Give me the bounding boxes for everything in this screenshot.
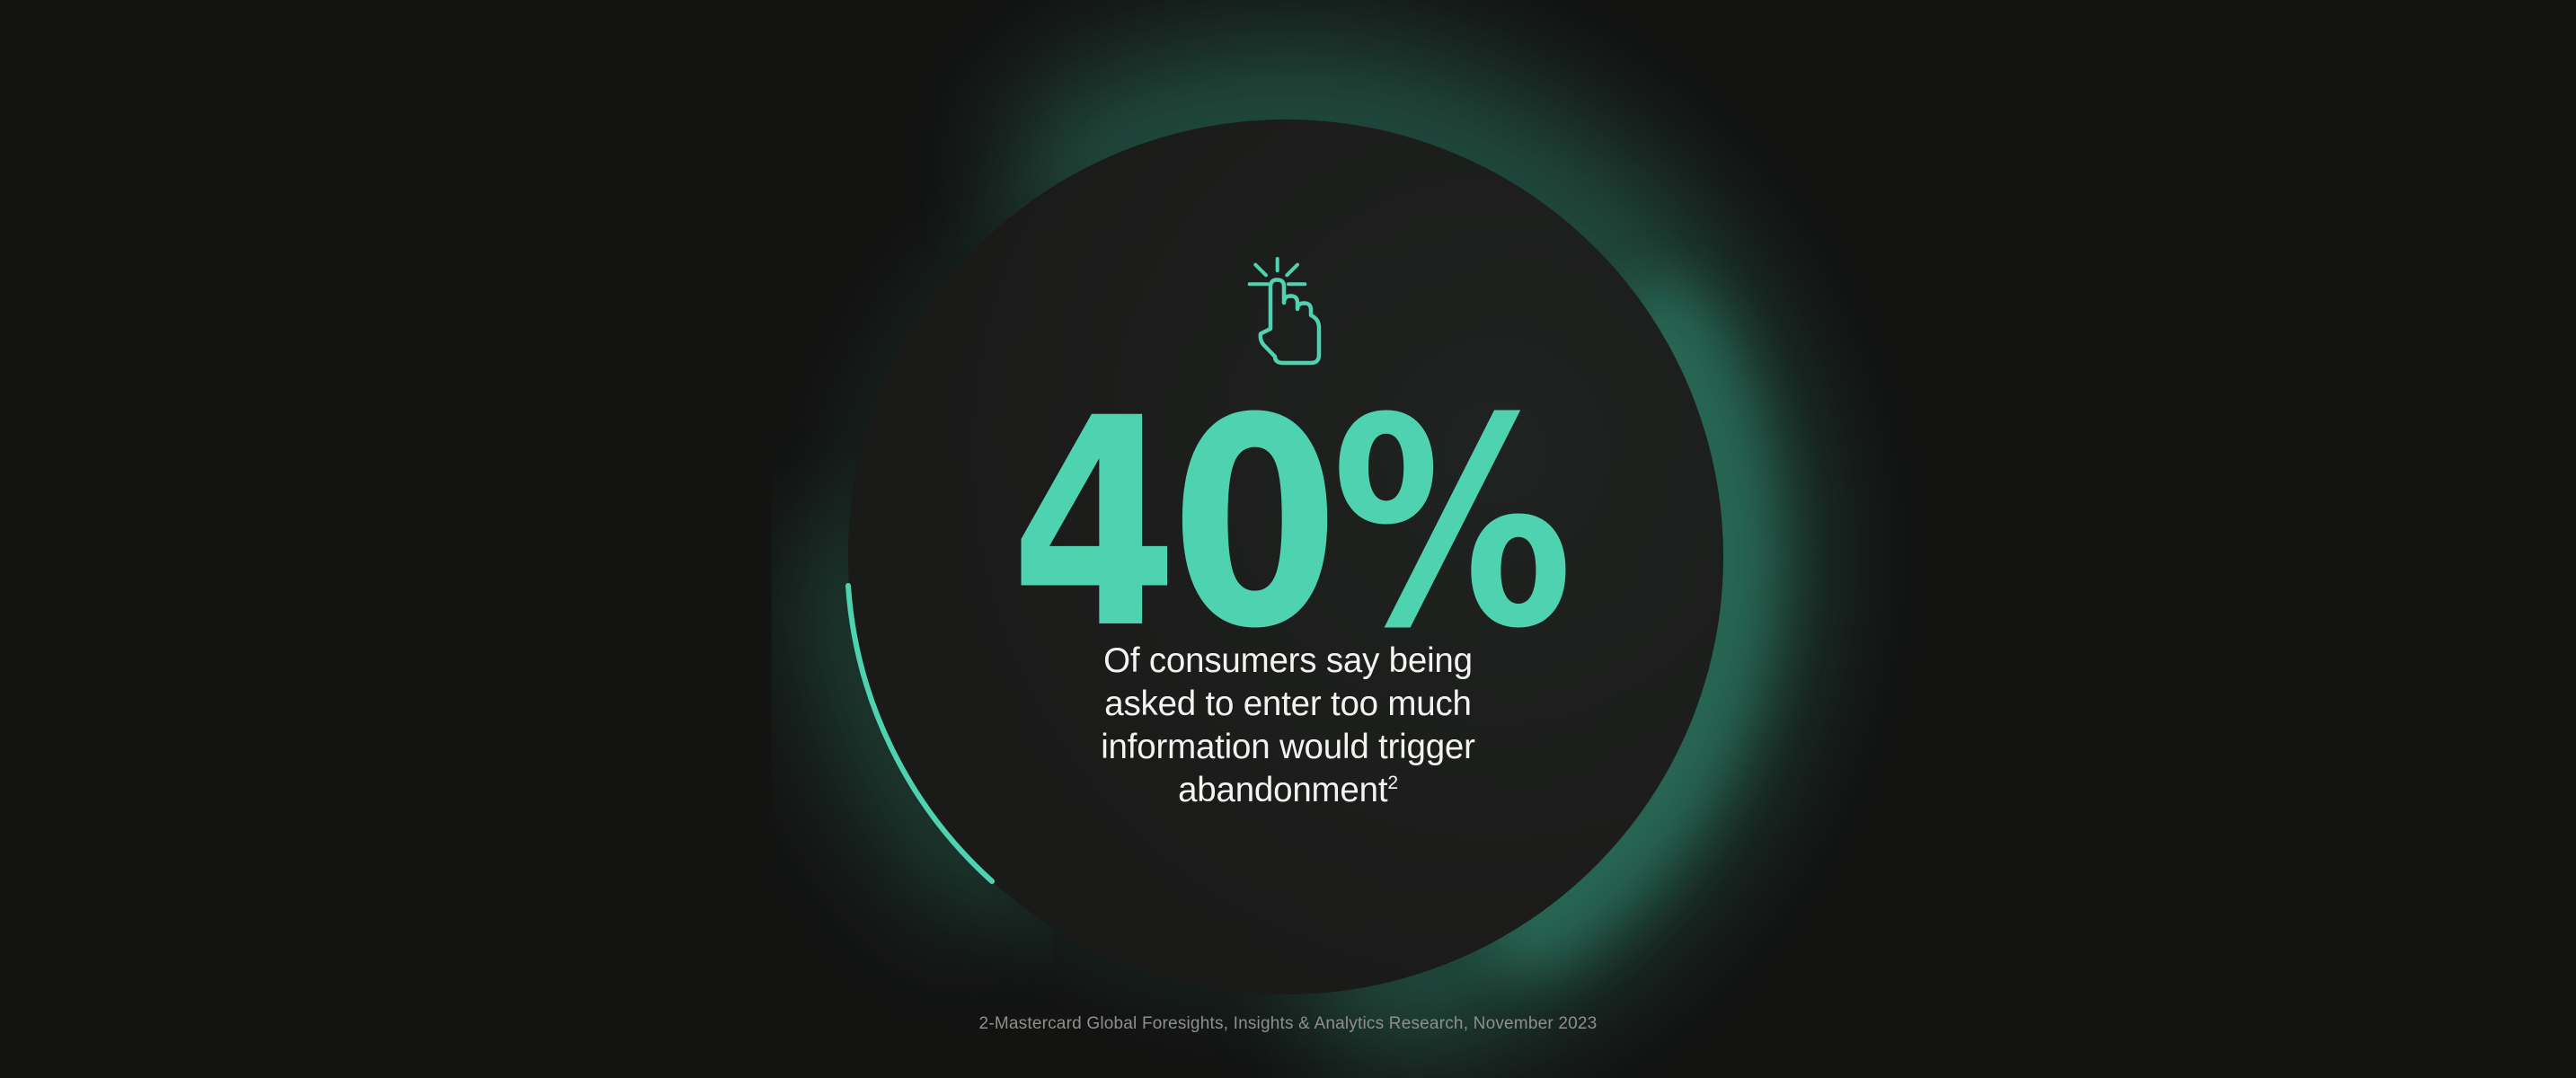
tap-burst-line-right-diagonal	[1284, 262, 1299, 278]
progress-arc	[845, 583, 995, 884]
description-line-1: Of consumers say being	[1103, 641, 1473, 680]
stat-description: Of consumers say being asked to enter to…	[0, 640, 2576, 812]
hero-circle-sheen	[848, 119, 1723, 994]
description-line-4-text: abandonment	[1178, 771, 1388, 809]
description-line-3: information would trigger	[1101, 728, 1475, 766]
stat-value: 40%	[1010, 358, 1573, 692]
source-footnote: 2-Mastercard Global Foresights, Insights…	[978, 1014, 1598, 1033]
footnote-reference-superscript: 2	[1387, 773, 1398, 794]
description-line-4: abandonment2	[0, 769, 2576, 812]
tap-burst-line-left-diagonal	[1253, 262, 1268, 278]
tap-hand-outline	[1258, 278, 1321, 366]
tap-click-icon	[1247, 257, 1321, 366]
description-line-2: asked to enter too much	[1104, 685, 1472, 723]
